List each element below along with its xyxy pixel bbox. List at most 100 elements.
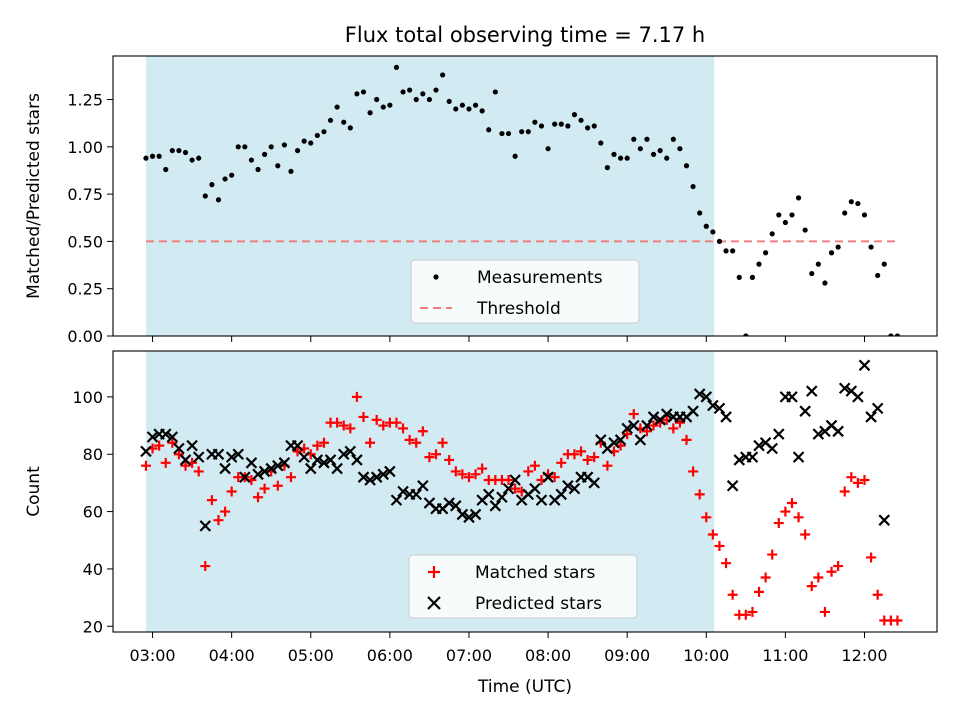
matched-point bbox=[529, 460, 540, 471]
legend-label: Measurements bbox=[477, 268, 603, 288]
measurement-point bbox=[545, 146, 551, 152]
measurement-point bbox=[828, 250, 835, 256]
matched-point bbox=[444, 454, 455, 465]
measurement-point bbox=[492, 89, 498, 95]
predicted-point bbox=[357, 471, 370, 483]
measurement-point bbox=[446, 98, 452, 105]
matched-point bbox=[477, 463, 488, 474]
measurement-point bbox=[169, 147, 175, 154]
predicted-point bbox=[390, 494, 403, 506]
x-tick-label: 10:00 bbox=[683, 646, 729, 665]
measurement-point bbox=[650, 151, 657, 157]
predicted-point bbox=[291, 439, 304, 452]
y-tick-label: 0.25 bbox=[67, 280, 103, 299]
matched-point bbox=[365, 437, 376, 448]
matched-point bbox=[259, 483, 270, 494]
measurement-point bbox=[367, 110, 373, 116]
measurement-point bbox=[440, 72, 446, 78]
predicted-point bbox=[232, 448, 245, 461]
matched-point bbox=[819, 606, 830, 617]
measurement-point bbox=[578, 117, 584, 123]
y-tick-label: 1.25 bbox=[67, 91, 103, 110]
predicted-point bbox=[318, 457, 330, 469]
matched-point bbox=[457, 469, 468, 480]
matched-point bbox=[549, 472, 560, 483]
matched-point bbox=[740, 609, 751, 620]
predicted-point bbox=[331, 462, 343, 475]
matched-point bbox=[622, 429, 633, 440]
y-tick-label: 0.00 bbox=[67, 327, 103, 346]
predicted-point bbox=[720, 411, 732, 423]
predicted-point bbox=[634, 434, 647, 446]
predicted-point bbox=[852, 391, 864, 403]
predicted-point bbox=[588, 477, 600, 489]
measurement-point bbox=[479, 108, 485, 114]
measurement-point bbox=[664, 155, 670, 161]
predicted-point bbox=[304, 462, 317, 475]
predicted-point bbox=[159, 428, 172, 440]
measurement-point bbox=[327, 117, 334, 123]
matched-point bbox=[351, 391, 362, 402]
matched-point bbox=[226, 486, 237, 497]
predicted-point bbox=[239, 471, 251, 483]
predicted-point bbox=[324, 454, 337, 466]
matched-point bbox=[674, 417, 685, 428]
predicted-point bbox=[166, 431, 179, 443]
x-tick-label: 11:00 bbox=[762, 646, 808, 665]
y-tick-label: 0.75 bbox=[67, 185, 103, 204]
matched-point bbox=[872, 589, 883, 600]
axes-frame bbox=[112, 55, 938, 337]
matched-point bbox=[417, 426, 428, 437]
matched-point bbox=[648, 420, 659, 431]
matched-point bbox=[694, 489, 705, 500]
predicted-point bbox=[535, 494, 548, 506]
measurement-point bbox=[552, 121, 558, 127]
measurement-point bbox=[426, 96, 433, 103]
matched-point bbox=[688, 466, 699, 477]
matched-point bbox=[576, 446, 587, 457]
measurement-point bbox=[604, 165, 611, 171]
matched-point bbox=[358, 411, 369, 422]
predicted-point bbox=[298, 451, 310, 463]
legend-label: Matched stars bbox=[475, 563, 595, 583]
matched-point bbox=[556, 457, 567, 468]
predicted-point bbox=[621, 422, 633, 435]
predicted-point bbox=[272, 459, 284, 472]
legend-dot-marker bbox=[433, 274, 439, 280]
matched-point bbox=[602, 460, 613, 471]
predicted-point bbox=[614, 434, 627, 446]
measurement-point bbox=[380, 104, 386, 110]
count-panel: 20 40 60 80 100 Count 03:00 04:00 05:00 06:00 07:0… bbox=[24, 350, 938, 665]
measurement-point bbox=[525, 129, 531, 135]
x-tick-label: 04:00 bbox=[209, 646, 255, 665]
predicted-point bbox=[377, 468, 390, 481]
x-tick-label: 09:00 bbox=[604, 646, 650, 665]
matched-point bbox=[754, 586, 765, 597]
predicted-point bbox=[199, 520, 212, 532]
legend-x-marker bbox=[427, 596, 441, 610]
predicted-point bbox=[858, 359, 871, 372]
measurement-point bbox=[347, 125, 353, 131]
predicted-point bbox=[832, 425, 844, 438]
measurement-point bbox=[855, 200, 861, 207]
measurement-point bbox=[875, 272, 881, 279]
predicted-point bbox=[192, 451, 205, 463]
measurement-point bbox=[795, 195, 802, 201]
predicted-point bbox=[878, 514, 891, 526]
predicted-point bbox=[568, 482, 581, 495]
measurement-point bbox=[149, 153, 156, 159]
predicted-point bbox=[212, 448, 225, 461]
y-axis-label: Matched/Predicted stars bbox=[24, 93, 44, 299]
measurement-point bbox=[611, 151, 617, 157]
matched-point bbox=[826, 566, 837, 577]
measurement-point bbox=[894, 333, 901, 336]
measurement-point bbox=[209, 182, 215, 188]
y-axis-label: Count bbox=[24, 466, 44, 517]
predicted-point bbox=[871, 402, 884, 415]
x-tick-label: 03:00 bbox=[129, 646, 175, 665]
predicted-point bbox=[865, 411, 877, 423]
measurement-point bbox=[637, 146, 643, 152]
predicted-point bbox=[660, 408, 673, 420]
matched-point bbox=[589, 452, 600, 463]
predicted-point bbox=[469, 508, 482, 521]
